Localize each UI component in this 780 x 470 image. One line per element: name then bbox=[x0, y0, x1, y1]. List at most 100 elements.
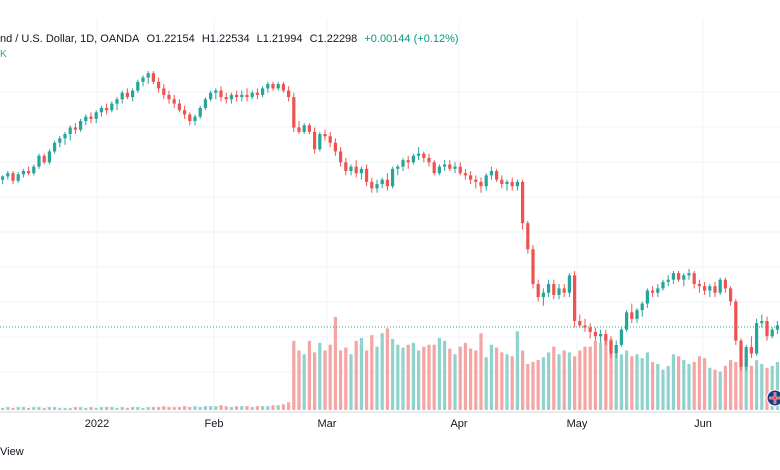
volume-bar bbox=[448, 348, 452, 410]
candle bbox=[177, 99, 182, 113]
candles bbox=[0, 71, 780, 371]
candle bbox=[198, 105, 202, 119]
candle-body bbox=[448, 164, 452, 169]
candle-body bbox=[442, 164, 447, 167]
candle bbox=[614, 340, 618, 358]
volume-bar bbox=[624, 350, 629, 410]
volume-bar bbox=[531, 362, 535, 410]
volume-bar bbox=[713, 369, 717, 410]
candle-body bbox=[500, 179, 504, 185]
candle-body bbox=[411, 155, 416, 163]
volume-bar bbox=[297, 350, 301, 410]
volume-bar bbox=[32, 407, 36, 410]
volume-bar bbox=[656, 363, 660, 410]
candle bbox=[416, 147, 421, 161]
candle bbox=[718, 277, 722, 295]
x-tick-label: Feb bbox=[205, 418, 224, 430]
view-link[interactable]: View bbox=[0, 446, 24, 458]
candle-body bbox=[458, 166, 462, 174]
candle bbox=[630, 303, 634, 324]
candle bbox=[765, 316, 769, 341]
volume-bar bbox=[645, 352, 650, 410]
candle-body bbox=[713, 286, 717, 293]
candle bbox=[380, 177, 384, 189]
volume-bar bbox=[16, 407, 20, 410]
candle-body bbox=[68, 127, 72, 135]
symbol-title[interactable]: nd / U.S. Dollar, 1D, OANDA bbox=[0, 33, 140, 45]
volume-bar bbox=[682, 360, 686, 410]
candle-body bbox=[432, 162, 436, 174]
candle-body bbox=[0, 176, 5, 180]
volume-bar bbox=[593, 340, 598, 410]
volume-bar bbox=[110, 407, 114, 410]
candle bbox=[453, 162, 457, 174]
volume-bar bbox=[614, 354, 618, 410]
volume-bar bbox=[292, 340, 296, 410]
candle bbox=[234, 90, 239, 102]
candle-body bbox=[333, 142, 338, 152]
volume-bar bbox=[214, 406, 218, 410]
candle-body bbox=[260, 88, 265, 95]
candle bbox=[515, 179, 520, 191]
candle-body bbox=[385, 179, 390, 187]
volume-bar bbox=[240, 406, 244, 410]
candle bbox=[728, 286, 733, 306]
candle bbox=[292, 92, 296, 132]
candle-body bbox=[416, 153, 421, 156]
volume-bar bbox=[505, 354, 509, 410]
candle-body bbox=[240, 94, 244, 98]
candle-body bbox=[541, 292, 546, 298]
candle-body bbox=[552, 284, 556, 295]
flag-icon[interactable] bbox=[766, 389, 780, 407]
candle-body bbox=[182, 110, 187, 115]
candle bbox=[692, 271, 696, 289]
candle bbox=[328, 131, 332, 148]
candle bbox=[635, 307, 639, 324]
candle-body bbox=[510, 181, 514, 187]
candle-body bbox=[42, 155, 46, 163]
candle-body bbox=[661, 281, 665, 289]
candle-body bbox=[453, 166, 457, 169]
candle bbox=[552, 279, 556, 300]
candle bbox=[229, 92, 234, 104]
candle-body bbox=[266, 84, 270, 89]
candle-body bbox=[619, 329, 624, 345]
candle bbox=[125, 88, 130, 100]
candle-body bbox=[193, 116, 197, 121]
high-value: H1.22534 bbox=[202, 33, 250, 45]
volume-bar bbox=[266, 406, 270, 410]
candle-body bbox=[214, 90, 218, 93]
candle-body bbox=[255, 92, 260, 95]
volume-bar bbox=[749, 365, 754, 410]
volume-bar bbox=[354, 340, 358, 410]
candle bbox=[182, 105, 187, 119]
volume-bar bbox=[578, 350, 582, 410]
candle bbox=[437, 164, 442, 176]
volume-bar bbox=[526, 363, 530, 410]
candle bbox=[156, 77, 161, 93]
candle-body bbox=[754, 323, 759, 354]
candle bbox=[468, 171, 473, 185]
candle bbox=[390, 166, 395, 189]
candle bbox=[110, 101, 114, 113]
candle bbox=[151, 71, 156, 85]
x-axis: 2022 Feb Mar Apr May Jun bbox=[0, 411, 780, 430]
candle bbox=[650, 286, 655, 298]
candle-body bbox=[318, 134, 322, 150]
candle bbox=[510, 177, 514, 191]
candle-body bbox=[37, 155, 41, 167]
candle bbox=[167, 90, 171, 104]
candle bbox=[318, 131, 322, 152]
volume-bar bbox=[562, 350, 566, 410]
grid bbox=[0, 20, 780, 412]
change-value: +0.00144 (+0.12%) bbox=[364, 33, 459, 45]
volume-bar bbox=[115, 408, 119, 410]
candle-body bbox=[520, 181, 525, 224]
volume-bar bbox=[302, 354, 306, 410]
volume-bar bbox=[515, 331, 520, 410]
candle-body bbox=[739, 340, 743, 367]
candle-body bbox=[484, 175, 488, 187]
volume-bars bbox=[0, 316, 780, 410]
